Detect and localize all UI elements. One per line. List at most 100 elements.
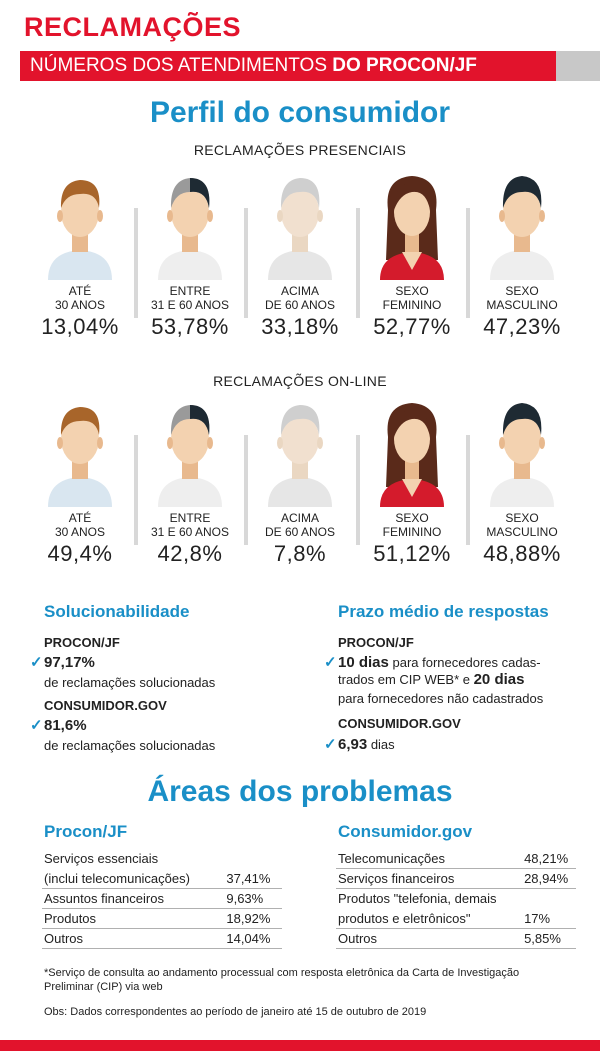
areas-consumidor-table: Telecomunicações 48,21% Serviços financei… bbox=[336, 848, 576, 949]
area-value bbox=[218, 848, 282, 868]
area-value: 28,94% bbox=[516, 868, 576, 889]
prazo-procon-line2: trados em CIP WEB* e 20 dias bbox=[338, 671, 524, 689]
area-value: 14,04% bbox=[218, 928, 282, 949]
online-row: ATÉ 30 ANOS 49,4% ENTRE 31 E 60 ANOS 42,… bbox=[0, 397, 600, 597]
solucionabilidade-title: Solucionabilidade bbox=[44, 602, 190, 621]
area-name: Outros bbox=[336, 928, 517, 949]
areas-title: Áreas dos problemas bbox=[147, 775, 453, 808]
procon-solved-line: ✓97,17% bbox=[30, 653, 95, 672]
person-label: ENTRE 31 E 60 ANOS bbox=[150, 284, 230, 312]
check-icon: ✓ bbox=[324, 654, 337, 671]
person-senior: ACIMA DE 60 ANOS 7,8% bbox=[245, 397, 355, 567]
consumidor-solved-value: 81,6% bbox=[44, 717, 87, 734]
person-senior: ACIMA DE 60 ANOS 33,18% bbox=[245, 170, 355, 340]
area-name: Produtos "telefonia, demais bbox=[338, 891, 497, 906]
person-value: 49,4% bbox=[47, 541, 113, 566]
prazo-text3: para fornecedores não cadastrados bbox=[338, 691, 544, 706]
woman-icon bbox=[380, 176, 444, 280]
man-icon bbox=[490, 403, 554, 507]
person-value: 51,12% bbox=[373, 541, 451, 566]
person-value: 52,77% bbox=[373, 314, 451, 339]
prazo-title: Prazo médio de respostas bbox=[338, 602, 549, 621]
man-icon bbox=[490, 176, 554, 280]
person-man: SEXO MASCULINO 48,88% bbox=[467, 397, 577, 567]
young-man-icon bbox=[48, 180, 112, 280]
table-row: Outros 14,04% bbox=[42, 928, 282, 949]
person-value: 53,78% bbox=[151, 314, 229, 339]
prazo-procon-line1: ✓10 dias para fornecedores cadas- bbox=[324, 653, 541, 672]
table-row: (inclui telecomunicações) 37,41% bbox=[42, 868, 282, 889]
table-row: Serviços financeiros 28,94% bbox=[336, 868, 576, 889]
check-icon: ✓ bbox=[30, 717, 43, 734]
person-value: 48,88% bbox=[483, 541, 561, 566]
footnote-obs: Obs: Dados correspondentes ao período de… bbox=[44, 1006, 427, 1018]
woman-icon bbox=[380, 403, 444, 507]
person-label: ATÉ 30 ANOS bbox=[54, 284, 106, 312]
person-woman: SEXO FEMININO 52,77% bbox=[357, 170, 467, 340]
consumidor-label: CONSUMIDOR.GOV bbox=[44, 698, 167, 713]
senior-man-icon bbox=[268, 405, 332, 507]
area-name: Assuntos financeiros bbox=[42, 888, 219, 909]
area-name: Produtos bbox=[42, 908, 219, 929]
area-name: (inclui telecomunicações) bbox=[42, 868, 219, 889]
online-label: RECLAMAÇÕES ON-LINE bbox=[213, 373, 387, 389]
person-value: 47,23% bbox=[483, 314, 561, 339]
area-name: Serviços financeiros bbox=[336, 868, 517, 889]
table-row: Telecomunicações 48,21% bbox=[336, 848, 576, 869]
area-name: produtos e eletrônicos" bbox=[336, 908, 517, 929]
consumidor-solved-line: ✓81,6% bbox=[30, 716, 87, 735]
table-row: produtos e eletrônicos" 17% bbox=[336, 908, 576, 929]
person-man: SEXO MASCULINO 47,23% bbox=[467, 170, 577, 340]
consumidor-solved-desc: de reclamações solucionadas bbox=[44, 738, 216, 753]
person-label: SEXO MASCULINO bbox=[486, 284, 558, 312]
areas-procon-table: Serviços essenciais (inclui telecomunica… bbox=[42, 848, 282, 949]
prazo-procon-label: PROCON/JF bbox=[338, 635, 414, 650]
page-title: RECLAMAÇÕES bbox=[24, 12, 242, 42]
area-value: 9,63% bbox=[218, 888, 282, 909]
subtitle-bold: DO PROCON/JF bbox=[332, 55, 477, 76]
person-value: 33,18% bbox=[261, 314, 339, 339]
person-value: 7,8% bbox=[273, 541, 327, 566]
person-label: ATÉ 30 ANOS bbox=[54, 511, 106, 539]
presenciais-label: RECLAMAÇÕES PRESENCIAIS bbox=[193, 142, 407, 158]
person-young: ATÉ 30 ANOS 49,4% bbox=[25, 397, 135, 567]
area-value: 48,21% bbox=[516, 848, 576, 869]
person-label: SEXO FEMININO bbox=[382, 284, 442, 312]
table-row: Produtos 18,92% bbox=[42, 908, 282, 929]
area-name: Serviços essenciais bbox=[44, 851, 159, 866]
prazo-consumidor-unit: dias bbox=[367, 737, 395, 752]
divider bbox=[134, 208, 138, 318]
table-row: Outros 5,85% bbox=[336, 928, 576, 949]
areas-procon-title: Procon/JF bbox=[44, 822, 128, 841]
subtitle-light: NÚMEROS DOS ATENDIMENTOS bbox=[30, 55, 333, 76]
divider bbox=[134, 435, 138, 545]
young-man-icon bbox=[48, 407, 112, 507]
procon-solved-value: 97,17% bbox=[44, 654, 95, 671]
person-label: ACIMA DE 60 ANOS bbox=[264, 511, 336, 539]
area-name: Telecomunicações bbox=[336, 848, 517, 869]
middle-age-man-icon bbox=[158, 178, 222, 280]
divider bbox=[466, 435, 470, 545]
divider bbox=[244, 208, 248, 318]
divider bbox=[356, 208, 360, 318]
prazo-value2: 20 dias bbox=[473, 671, 525, 688]
procon-label: PROCON/JF bbox=[44, 635, 120, 650]
check-icon: ✓ bbox=[30, 654, 43, 671]
person-young: ATÉ 30 ANOS 13,04% bbox=[25, 170, 135, 340]
person-value: 13,04% bbox=[41, 314, 119, 339]
area-value: 37,41% bbox=[218, 868, 282, 889]
person-label: ACIMA DE 60 ANOS bbox=[264, 284, 336, 312]
presenciais-row: ATÉ 30 ANOS 13,04% ENTRE 31 E 60 ANOS 53… bbox=[0, 170, 600, 370]
procon-solved-desc: de reclamações solucionadas bbox=[44, 675, 216, 690]
person-label: SEXO FEMININO bbox=[382, 511, 442, 539]
footnote-cip: *Serviço de consulta ao andamento proces… bbox=[44, 967, 520, 993]
divider bbox=[244, 435, 248, 545]
area-value: 17% bbox=[516, 908, 576, 929]
divider bbox=[356, 435, 360, 545]
area-value: 18,92% bbox=[218, 908, 282, 929]
person-woman: SEXO FEMININO 51,12% bbox=[357, 397, 467, 567]
subtitle-gray-accent bbox=[556, 51, 600, 81]
prazo-consumidor-value: 6,93 bbox=[338, 736, 368, 753]
bottom-bar bbox=[0, 1040, 600, 1051]
person-value: 42,8% bbox=[157, 541, 223, 566]
